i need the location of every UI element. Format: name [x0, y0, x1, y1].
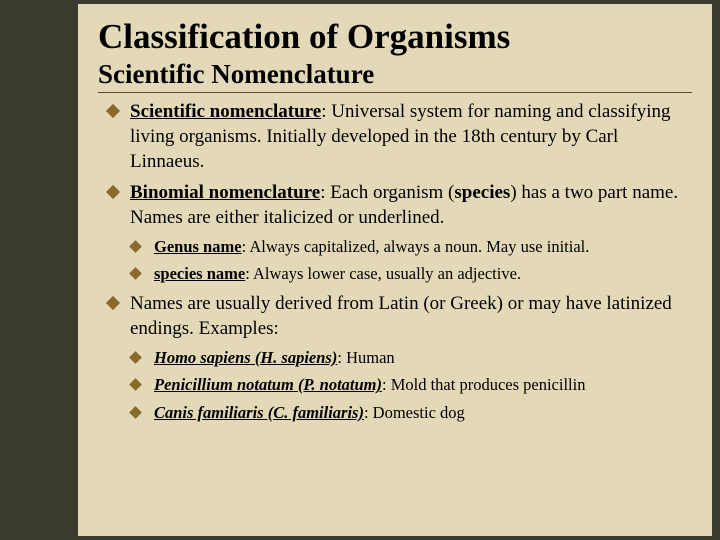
common-name: : Domestic dog: [364, 403, 465, 422]
slide-body: Classification of Organisms Scientific N…: [78, 4, 712, 536]
binomial: Homo sapiens (H. sapiens): [154, 348, 337, 367]
definition-text-1: : Each organism (: [320, 182, 454, 203]
term: Genus name: [154, 237, 242, 256]
bullet-names-latin: Names are usually derived from Latin (or…: [98, 291, 692, 341]
example-homo-sapiens: Homo sapiens (H. sapiens): Human: [98, 347, 692, 368]
bullet-genus-name: Genus name: Always capitalized, always a…: [98, 236, 692, 257]
term: Scientific nomenclature: [130, 101, 321, 122]
text: Names are usually derived from Latin (or…: [130, 293, 672, 339]
definition-text: : Always capitalized, always a noun. May…: [242, 237, 590, 256]
binomial: Penicillium notatum (P. notatum): [154, 375, 382, 394]
bullet-species-name: species name: Always lower case, usually…: [98, 263, 692, 284]
slide-title: Classification of Organisms: [98, 18, 692, 57]
common-name: : Human: [337, 348, 394, 367]
species-word: species: [454, 182, 510, 203]
example-penicillium: Penicillium notatum (P. notatum): Mold t…: [98, 374, 692, 395]
common-name: : Mold that produces penicillin: [382, 375, 585, 394]
slide-subtitle: Scientific Nomenclature: [98, 59, 692, 93]
bullet-binomial-nomenclature: Binomial nomenclature: Each organism (sp…: [98, 180, 692, 230]
definition-text: : Always lower case, usually an adjectiv…: [245, 264, 521, 283]
bullet-scientific-nomenclature: Scientific nomenclature: Universal syste…: [98, 99, 692, 174]
term: Binomial nomenclature: [130, 182, 320, 203]
example-canis: Canis familiaris (C. familiaris): Domest…: [98, 402, 692, 423]
term: species name: [154, 264, 245, 283]
binomial: Canis familiaris (C. familiaris): [154, 403, 364, 422]
